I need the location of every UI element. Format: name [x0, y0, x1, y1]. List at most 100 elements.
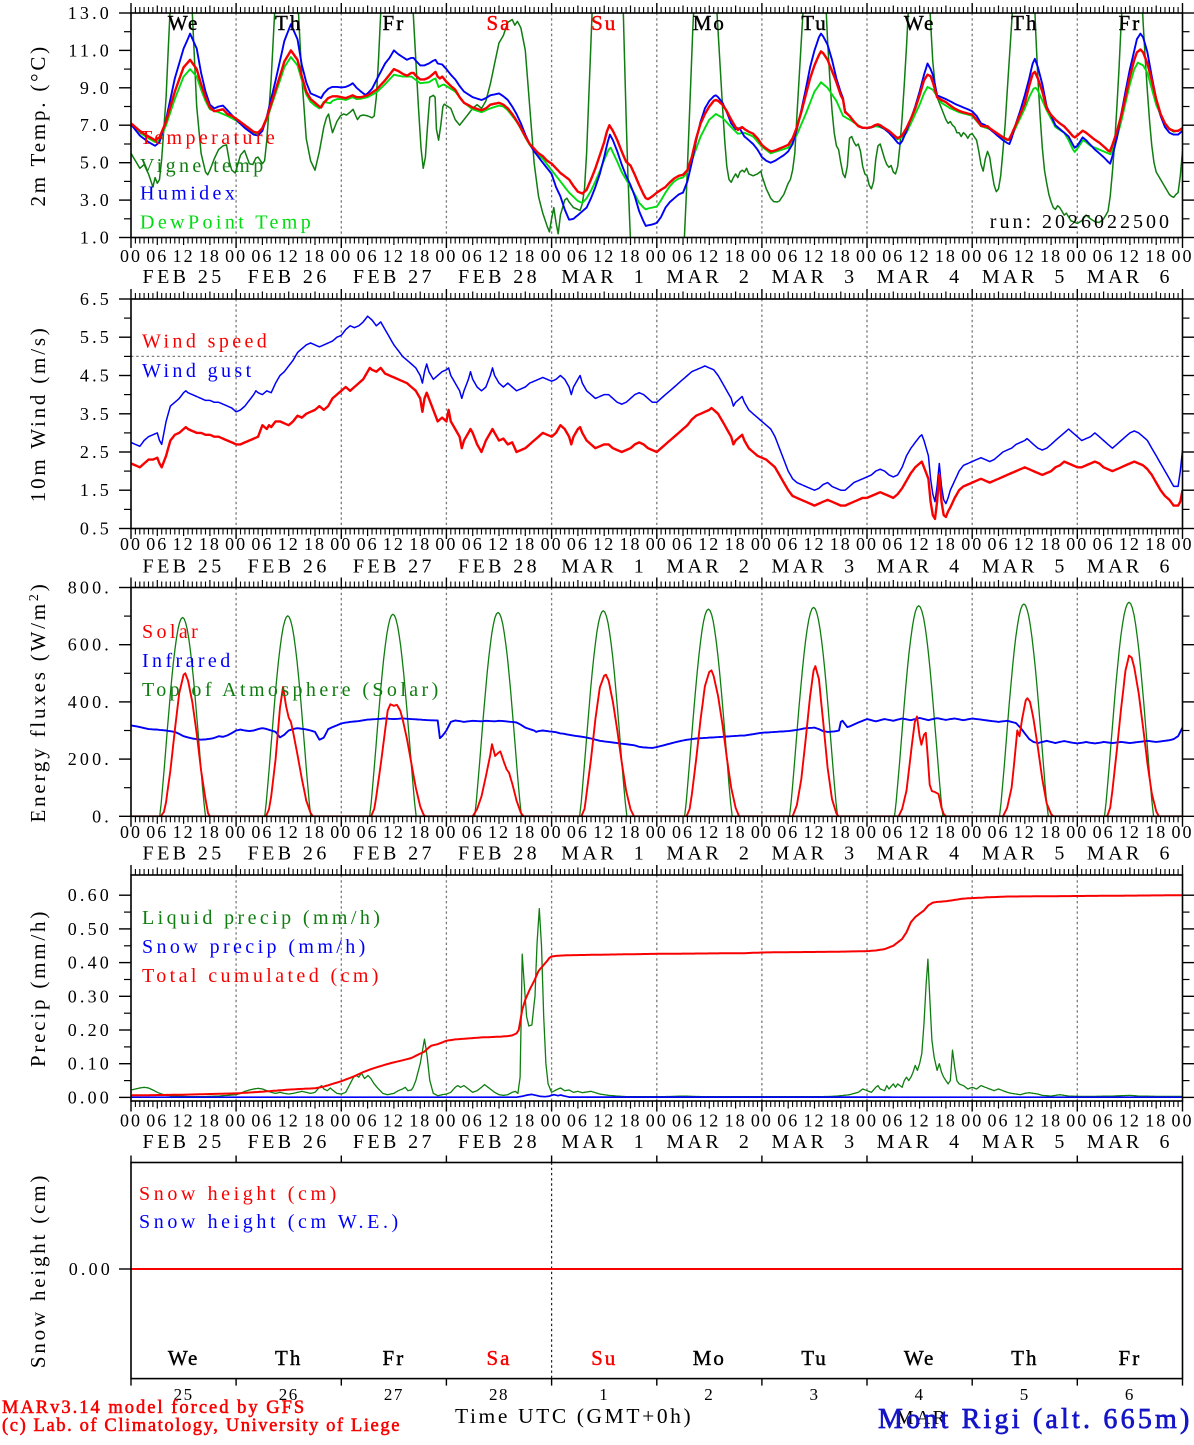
svg-text:FEB 26: FEB 26: [248, 556, 330, 578]
svg-text:MAR 5: MAR 5: [982, 556, 1068, 578]
svg-text:00: 00: [1066, 822, 1088, 842]
svg-text:DewPoint Temp: DewPoint Temp: [140, 212, 314, 234]
svg-text:Total cumulated (cm): Total cumulated (cm): [142, 965, 382, 987]
svg-text:12: 12: [173, 822, 195, 842]
svg-text:18: 18: [1040, 1111, 1062, 1131]
svg-text:MAR 2: MAR 2: [666, 266, 752, 288]
svg-text:Tu: Tu: [801, 11, 828, 35]
svg-text:FEB 26: FEB 26: [248, 1131, 330, 1153]
svg-text:18: 18: [830, 246, 852, 266]
svg-text:Su: Su: [591, 11, 617, 35]
svg-text:00: 00: [961, 534, 983, 554]
svg-text:00: 00: [435, 534, 457, 554]
svg-text:Th: Th: [275, 1346, 302, 1370]
svg-text:MAR 6: MAR 6: [1087, 1131, 1173, 1153]
svg-text:06: 06: [988, 246, 1010, 266]
svg-text:06: 06: [251, 822, 273, 842]
svg-text:Wind speed: Wind speed: [142, 331, 270, 353]
svg-text:12: 12: [1014, 1111, 1036, 1131]
svg-text:Snow height (cm): Snow height (cm): [139, 1183, 340, 1205]
svg-text:Liquid precip (mm/h): Liquid precip (mm/h): [142, 907, 383, 929]
svg-text:Humidex: Humidex: [140, 183, 238, 205]
svg-text:Time UTC (GMT+0h): Time UTC (GMT+0h): [455, 1404, 693, 1428]
svg-text:18: 18: [304, 246, 326, 266]
svg-text:00: 00: [120, 246, 142, 266]
svg-text:06: 06: [146, 1111, 168, 1131]
svg-text:06: 06: [462, 534, 484, 554]
svg-text:18: 18: [304, 822, 326, 842]
svg-text:25: 25: [174, 1385, 194, 1404]
svg-text:FEB 28: FEB 28: [458, 1131, 540, 1153]
svg-text:00: 00: [751, 822, 773, 842]
svg-text:7.0: 7.0: [80, 115, 112, 135]
svg-text:We: We: [168, 11, 199, 35]
svg-text:We: We: [168, 1346, 199, 1370]
svg-text:00: 00: [330, 246, 352, 266]
svg-text:MAR 3: MAR 3: [772, 556, 858, 578]
svg-text:MAR 1: MAR 1: [561, 1131, 647, 1153]
svg-text:18: 18: [514, 1111, 536, 1131]
svg-text:26: 26: [279, 1385, 299, 1404]
svg-text:Infrared: Infrared: [142, 650, 234, 672]
svg-text:18: 18: [620, 534, 642, 554]
svg-text:00: 00: [751, 246, 773, 266]
svg-text:FEB 28: FEB 28: [458, 843, 540, 865]
svg-text:18: 18: [935, 246, 957, 266]
svg-text:13.0: 13.0: [68, 3, 112, 23]
svg-text:06: 06: [357, 246, 379, 266]
svg-text:00: 00: [120, 822, 142, 842]
svg-text:12: 12: [804, 1111, 826, 1131]
svg-text:18: 18: [514, 246, 536, 266]
svg-text:12: 12: [804, 246, 826, 266]
svg-text:00: 00: [120, 1111, 142, 1131]
svg-text:06: 06: [357, 534, 379, 554]
svg-text:00: 00: [646, 1111, 668, 1131]
svg-text:06: 06: [462, 822, 484, 842]
svg-text:MAR 6: MAR 6: [1087, 843, 1173, 865]
svg-text:6: 6: [1125, 1385, 1135, 1404]
svg-text:MAR 4: MAR 4: [877, 1131, 963, 1153]
svg-text:06: 06: [1093, 534, 1115, 554]
svg-text:MAR 4: MAR 4: [877, 843, 963, 865]
svg-text:MAR 3: MAR 3: [772, 266, 858, 288]
svg-text:MAR 1: MAR 1: [561, 266, 647, 288]
svg-text:00: 00: [435, 822, 457, 842]
svg-text:00: 00: [225, 534, 247, 554]
svg-text:00: 00: [225, 822, 247, 842]
svg-text:12: 12: [1119, 534, 1141, 554]
svg-text:Energy fluxes (W/m2): Energy fluxes (W/m2): [26, 581, 50, 822]
svg-text:00: 00: [856, 822, 878, 842]
svg-text:18: 18: [935, 1111, 957, 1131]
svg-text:12: 12: [593, 1111, 615, 1131]
svg-text:12: 12: [698, 822, 720, 842]
svg-text:06: 06: [777, 1111, 799, 1131]
svg-text:18: 18: [1145, 1111, 1167, 1131]
svg-text:28: 28: [489, 1385, 509, 1404]
svg-text:12: 12: [909, 1111, 931, 1131]
svg-text:Mo: Mo: [693, 11, 726, 35]
svg-text:18: 18: [1145, 534, 1167, 554]
svg-text:FEB 27: FEB 27: [353, 1131, 435, 1153]
svg-text:Mo: Mo: [693, 1346, 726, 1370]
svg-text:06: 06: [251, 246, 273, 266]
svg-text:27: 27: [384, 1385, 404, 1404]
svg-text:Fr: Fr: [383, 1346, 406, 1370]
svg-text:00: 00: [856, 246, 878, 266]
svg-text:Th: Th: [1011, 1346, 1038, 1370]
svg-text:0.00: 0.00: [69, 1259, 113, 1279]
svg-text:0.30: 0.30: [68, 986, 112, 1006]
svg-text:Sa: Sa: [487, 11, 512, 35]
svg-text:Fr: Fr: [383, 11, 406, 35]
svg-text:00: 00: [435, 246, 457, 266]
svg-text:0.5: 0.5: [80, 519, 112, 539]
svg-text:run: 2026022500: run: 2026022500: [990, 211, 1172, 233]
svg-text:18: 18: [620, 246, 642, 266]
svg-text:Su: Su: [591, 1346, 617, 1370]
svg-text:12: 12: [383, 534, 405, 554]
svg-text:00: 00: [1172, 246, 1194, 266]
svg-text:2.5: 2.5: [80, 442, 112, 462]
svg-text:06: 06: [357, 1111, 379, 1131]
svg-text:200.: 200.: [68, 749, 112, 769]
svg-text:FEB 26: FEB 26: [248, 843, 330, 865]
svg-text:12: 12: [383, 246, 405, 266]
